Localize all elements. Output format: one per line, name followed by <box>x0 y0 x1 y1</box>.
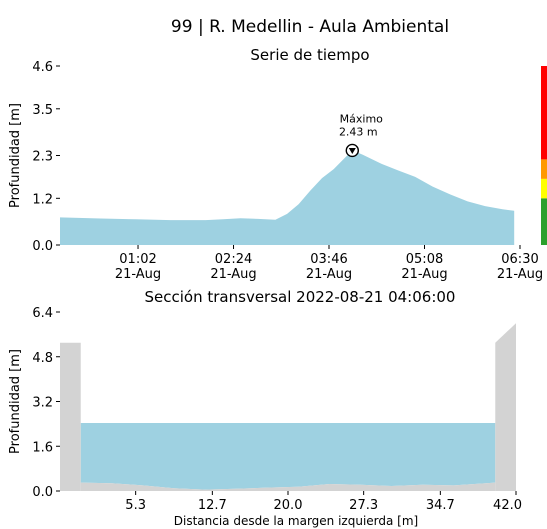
x-tick-label: 27.3 <box>349 498 378 513</box>
cross-section-ylabel: Profundidad [m] <box>8 349 23 454</box>
time-series-area-layer <box>60 150 515 245</box>
cross-section-title: Sección transversal 2022-08-21 04:06:00 <box>145 288 456 306</box>
y-tick-label: 4.6 <box>32 60 53 75</box>
depth-series-area <box>60 150 515 245</box>
water-area <box>80 423 496 490</box>
x-tick-label-time: 01:02 <box>119 252 156 267</box>
alert-level-segment <box>541 159 547 179</box>
max-annotation: Máximo 2.43 m <box>339 112 384 158</box>
cross-section-x-ticks: 5.3 12.7 20.0 27.3 34.7 42.0 <box>125 491 522 513</box>
max-annotation-label: Máximo <box>340 112 384 125</box>
x-tick-label-date: 21-Aug <box>401 267 447 282</box>
y-tick-label: 1.2 <box>32 192 53 207</box>
cross-section-xlabel: Distancia desde la margen izquierda [m] <box>174 514 418 528</box>
x-tick-label: 12.7 <box>198 498 227 513</box>
x-tick-label-time: 05:08 <box>406 252 443 267</box>
alert-level-segment <box>541 66 547 160</box>
y-tick-label: 3.2 <box>32 396 53 411</box>
left-bank <box>60 342 81 491</box>
x-tick-label-time: 02:24 <box>215 252 252 267</box>
x-tick-label-time: 06:30 <box>501 252 538 267</box>
x-tick-label-date: 21-Aug <box>210 267 256 282</box>
x-tick-label-time: 03:46 <box>310 252 347 267</box>
x-tick-label-date: 21-Aug <box>306 267 352 282</box>
y-tick-label: 1.6 <box>32 440 53 455</box>
time-series-title: Serie de tiempo <box>250 46 369 64</box>
alert-level-segment <box>541 198 547 245</box>
y-tick-label: 4.8 <box>32 351 53 366</box>
max-marker-icon <box>345 143 360 158</box>
time-series-chart: Serie de tiempo Profundidad [m] 0.0 1.2 2.… <box>8 46 547 282</box>
y-tick-label: 3.5 <box>32 103 53 118</box>
cross-section-area-layer <box>60 323 516 491</box>
x-tick-label-date: 21-Aug <box>115 267 161 282</box>
y-tick-label: 0.0 <box>32 485 53 500</box>
cross-section-y-ticks: 0.0 1.6 3.2 4.8 6.4 <box>32 306 60 500</box>
time-series-x-ticks: 01:0221-Aug02:2421-Aug03:4621-Aug05:0821… <box>115 245 543 282</box>
time-series-ylabel: Profundidad [m] <box>8 103 23 208</box>
y-tick-label: 0.0 <box>32 239 53 254</box>
max-annotation-value: 2.43 m <box>339 125 378 138</box>
x-tick-label: 20.0 <box>274 498 303 513</box>
alert-level-bar <box>541 66 547 245</box>
x-tick-label: 5.3 <box>125 498 146 513</box>
alert-level-segment <box>541 178 547 199</box>
y-tick-label: 2.3 <box>32 150 53 165</box>
x-tick-label: 34.7 <box>426 498 455 513</box>
river-bed <box>80 482 496 491</box>
max-marker-triangle <box>348 147 356 154</box>
cross-section-chart: Sección transversal 2022-08-21 04:06:00 … <box>8 288 522 528</box>
right-bank <box>495 323 516 491</box>
main-title: 99 | R. Medellin - Aula Ambiental <box>171 17 449 37</box>
time-series-y-ticks: 0.0 1.2 2.3 3.5 4.6 <box>32 60 60 254</box>
x-tick-label-date: 21-Aug <box>497 267 543 282</box>
y-tick-label: 6.4 <box>32 306 53 321</box>
x-tick-label: 42.0 <box>493 498 522 513</box>
